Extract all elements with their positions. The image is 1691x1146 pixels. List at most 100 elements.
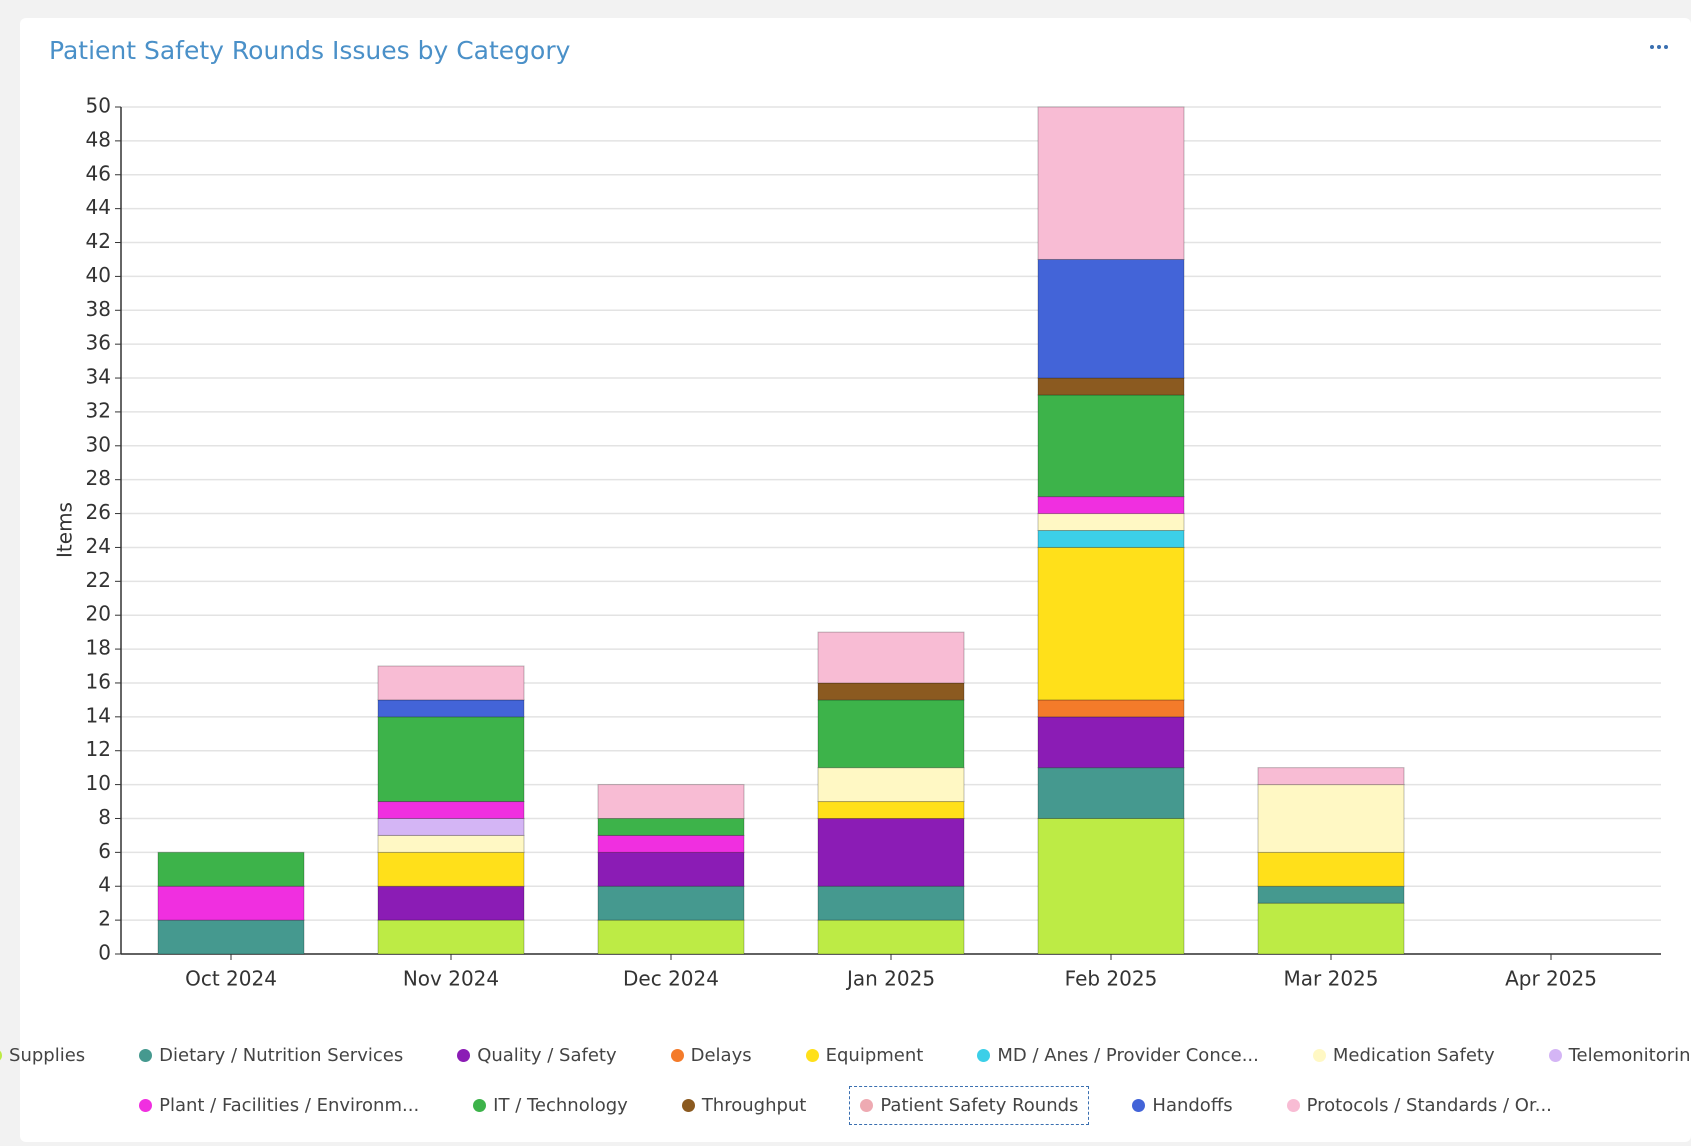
legend-swatch xyxy=(1286,1098,1300,1112)
bar-segment xyxy=(1037,699,1185,718)
bar-segment xyxy=(1257,784,1405,853)
y-tick-label: 12 xyxy=(86,737,111,761)
bar-segment xyxy=(1037,258,1185,379)
y-tick-label: 16 xyxy=(86,669,111,693)
bar-segment xyxy=(1037,716,1185,769)
x-tick-label: Oct 2024 xyxy=(185,967,277,991)
bar-segment xyxy=(817,682,965,701)
bar-segment xyxy=(1037,767,1185,819)
bar-segment xyxy=(597,885,745,921)
legend-label: Telemonitoring xyxy=(1568,1044,1691,1066)
y-tick-label: 42 xyxy=(86,229,111,253)
y-tick-label: 34 xyxy=(86,365,111,389)
legend-item[interactable]: Throughput xyxy=(672,1087,817,1124)
bar-segment xyxy=(377,699,525,718)
y-tick-label: 8 xyxy=(98,805,111,829)
legend-label: Protocols / Standards / Or... xyxy=(1306,1094,1552,1116)
legend-item[interactable]: Handoffs xyxy=(1122,1087,1242,1124)
x-tick-label: Apr 2025 xyxy=(1505,967,1597,991)
bar-segment xyxy=(1037,496,1185,515)
bar-segment xyxy=(597,784,745,819)
bar-segment xyxy=(817,631,965,684)
legend-label: Equipment xyxy=(825,1044,924,1066)
y-tick-label: 36 xyxy=(86,331,111,355)
legend-label: Quality / Safety xyxy=(477,1044,617,1066)
bar-segment xyxy=(1037,377,1185,396)
y-tick-label: 0 xyxy=(98,941,111,965)
y-tick-label: 10 xyxy=(86,771,111,795)
legend-item[interactable]: Delays xyxy=(661,1037,762,1074)
legend-label: Medication Safety xyxy=(1332,1044,1495,1066)
legend-label: MD / Anes / Provider Conce... xyxy=(997,1044,1259,1066)
bar-segment xyxy=(377,665,525,701)
legend-item[interactable]: Protocols / Standards / Or... xyxy=(1277,1087,1562,1124)
bar-segment xyxy=(377,885,525,921)
bar-segment xyxy=(157,885,305,921)
legend-item[interactable]: Telemonitoring xyxy=(1539,1037,1691,1074)
bar-segment xyxy=(1037,394,1185,498)
bar-segment xyxy=(157,851,305,887)
legend-swatch xyxy=(805,1048,819,1062)
bar-segment xyxy=(1257,851,1405,887)
legend-swatch xyxy=(1132,1098,1146,1112)
legend-swatch xyxy=(681,1098,695,1112)
y-tick-label: 14 xyxy=(86,703,111,727)
chart-title: Patient Safety Rounds Issues by Category xyxy=(49,36,571,65)
legend-label: Dietary / Nutrition Services xyxy=(159,1044,404,1066)
y-tick-label: 30 xyxy=(86,432,111,456)
y-tick-label: 46 xyxy=(86,161,111,185)
legend-item[interactable]: Dietary / Nutrition Services xyxy=(129,1037,413,1074)
x-tick-label: Jan 2025 xyxy=(845,967,935,991)
bar-segment xyxy=(1037,546,1185,701)
bar-segment xyxy=(817,919,965,955)
y-axis-label: Items xyxy=(53,502,77,558)
legend-label: Throughput xyxy=(701,1094,807,1116)
legend-swatch xyxy=(977,1048,991,1062)
legend-item[interactable]: Plant / Facilities / Environm... xyxy=(129,1087,429,1124)
legend-swatch xyxy=(139,1098,153,1112)
legend-label: Plant / Facilities / Environm... xyxy=(159,1094,420,1116)
legend-swatch xyxy=(1548,1048,1562,1062)
legend-item[interactable]: Patient Safety Rounds xyxy=(849,1085,1090,1125)
legend-item[interactable]: Quality / Safety xyxy=(447,1037,626,1074)
legend-item[interactable]: MD / Anes / Provider Conce... xyxy=(967,1037,1269,1074)
legend-item[interactable]: Supplies xyxy=(0,1037,95,1074)
legend-item[interactable]: IT / Technology xyxy=(463,1087,638,1124)
bar-segment xyxy=(597,851,745,887)
bar-segment xyxy=(597,834,745,853)
x-tick-label: Mar 2025 xyxy=(1284,967,1379,991)
y-tick-label: 4 xyxy=(98,873,111,897)
y-tick-label: 48 xyxy=(86,127,111,151)
legend-item[interactable]: Medication Safety xyxy=(1303,1037,1505,1074)
legend-label: Handoffs xyxy=(1152,1094,1233,1116)
legend-swatch xyxy=(139,1048,153,1062)
x-tick-label: Feb 2025 xyxy=(1065,967,1158,991)
legend-swatch xyxy=(860,1098,874,1112)
y-tick-label: 44 xyxy=(86,195,111,219)
bar-segment xyxy=(817,699,965,769)
bar-segment xyxy=(817,817,965,887)
menu-icon[interactable] xyxy=(1650,45,1668,49)
x-tick-label: Dec 2024 xyxy=(623,967,719,991)
y-tick-label: 40 xyxy=(86,263,111,287)
bar-segment xyxy=(597,817,745,836)
bar-segment xyxy=(1037,106,1185,260)
legend-swatch xyxy=(0,1048,3,1062)
bar-segment xyxy=(1037,817,1185,955)
bar-segment xyxy=(597,919,745,955)
bar-segment xyxy=(377,834,525,853)
legend-item[interactable]: Equipment xyxy=(796,1037,934,1074)
bar-segment xyxy=(377,716,525,803)
y-tick-label: 32 xyxy=(86,398,111,422)
y-tick-label: 20 xyxy=(86,602,111,626)
y-tick-label: 38 xyxy=(86,297,111,321)
legend-label: Delays xyxy=(690,1044,752,1066)
bar-segment xyxy=(817,767,965,803)
legend-swatch xyxy=(473,1098,487,1112)
bar-segment xyxy=(377,817,525,836)
legend-label: IT / Technology xyxy=(493,1094,628,1116)
bar-segment xyxy=(377,801,525,819)
